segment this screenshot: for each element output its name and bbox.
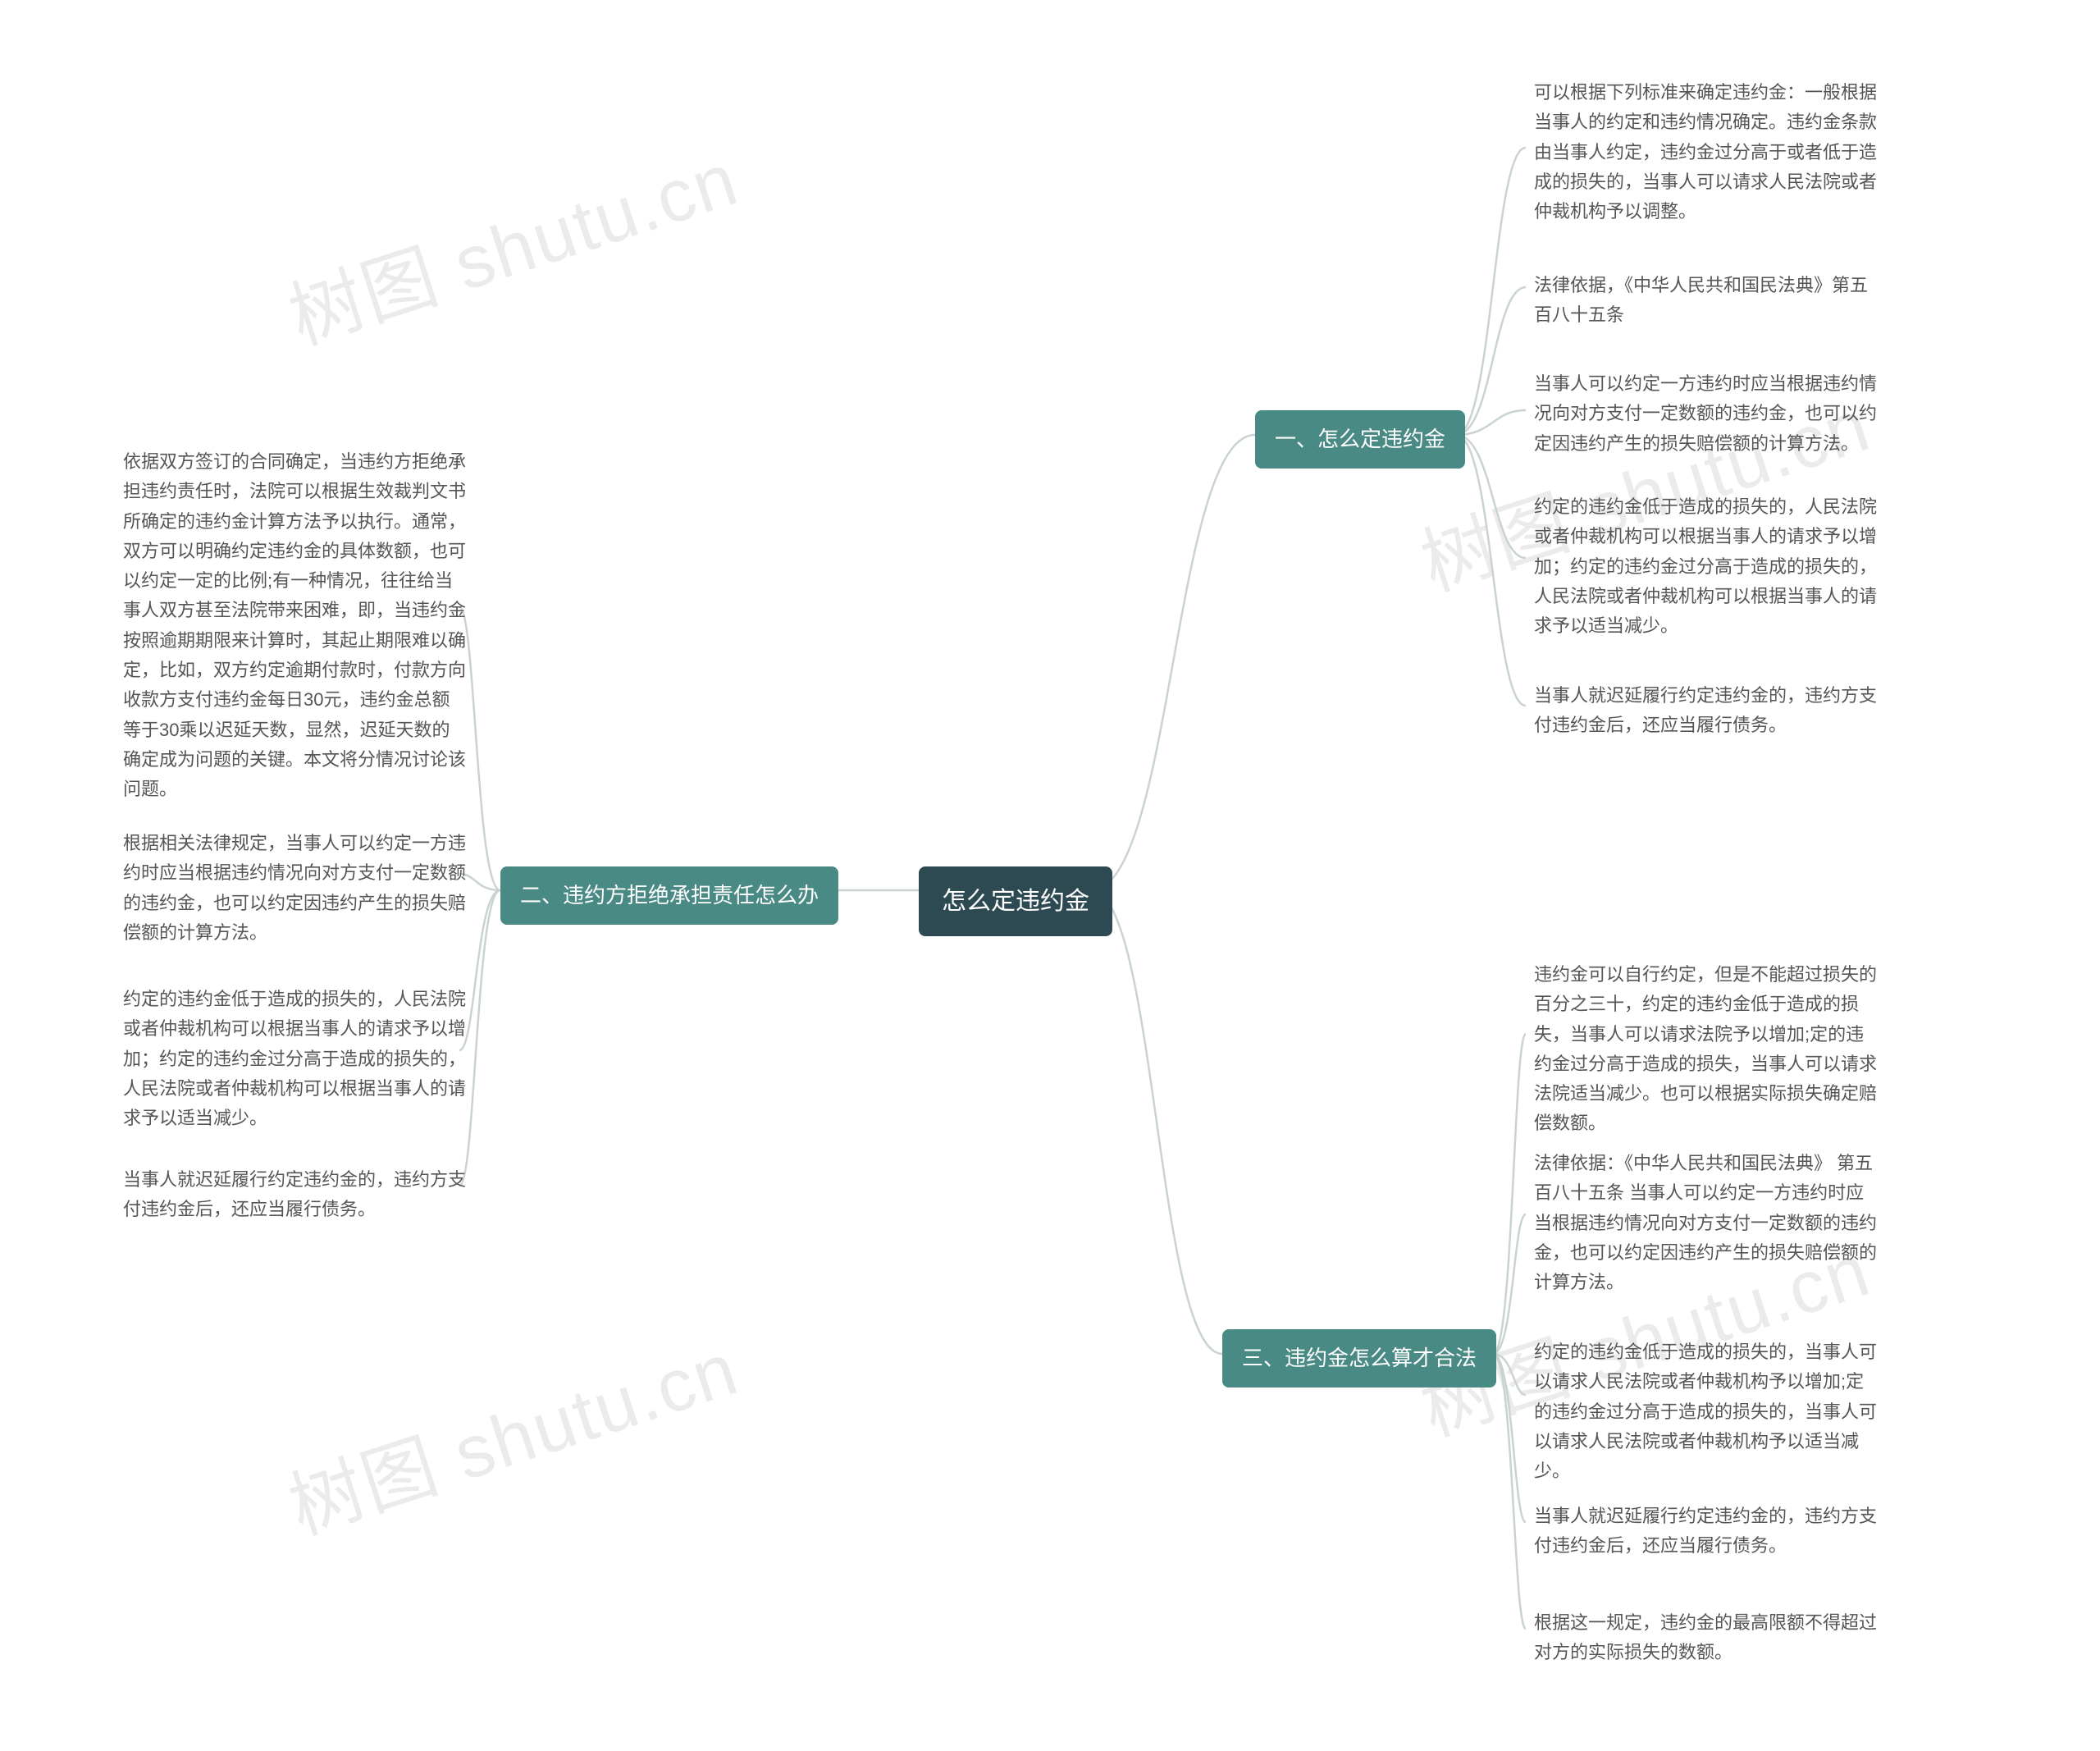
watermark: 树图 shutu.cn — [274, 1310, 750, 1555]
leaf-node: 可以根据下列标准来确定违约金：一般根据当事人的约定和违约情况确定。违约金条款由当… — [1534, 78, 1879, 226]
leaf-node: 根据这一规定，违约金的最高限额不得超过对方的实际损失的数额。 — [1534, 1608, 1879, 1668]
leaf-node: 约定的违约金低于造成的损失的，人民法院或者仲裁机构可以根据当事人的请求予以增加；… — [1534, 492, 1879, 641]
leaf-node: 法律依据：《中华人民共和国民法典》 第五百八十五条 当事人可以约定一方违约时应当… — [1534, 1149, 1879, 1297]
leaf-node: 约定的违约金低于造成的损失的，人民法院或者仲裁机构可以根据当事人的请求予以增加；… — [123, 985, 468, 1133]
watermark: 树图 shutu.cn — [274, 120, 750, 365]
leaf-node: 依据双方签订的合同确定，当违约方拒绝承担违约责任时，法院可以根据生效裁判文书所确… — [123, 447, 468, 805]
leaf-node: 违约金可以自行约定，但是不能超过损失的百分之三十，约定的违约金低于造成的损失，当… — [1534, 960, 1879, 1139]
branch-node-2[interactable]: 二、违约方拒绝承担责任怎么办 — [500, 866, 838, 925]
leaf-node: 法律依据，《中华人民共和国民法典》第五百八十五条 — [1534, 271, 1879, 331]
leaf-node: 当事人就迟延履行约定违约金的，违约方支付违约金后，还应当履行债务。 — [1534, 1502, 1879, 1561]
leaf-node: 当事人就迟延履行约定违约金的，违约方支付违约金后，还应当履行债务。 — [123, 1165, 468, 1225]
branch-node-1[interactable]: 一、怎么定违约金 — [1255, 410, 1465, 469]
branch-node-3[interactable]: 三、违约金怎么算才合法 — [1222, 1329, 1496, 1388]
leaf-node: 约定的违约金低于造成的损失的，当事人可以请求人民法院或者仲裁机构予以增加;定的违… — [1534, 1337, 1879, 1486]
leaf-node: 当事人就迟延履行约定违约金的，违约方支付违约金后，还应当履行债务。 — [1534, 681, 1879, 741]
root-node[interactable]: 怎么定违约金 — [919, 866, 1112, 936]
leaf-node: 根据相关法律规定，当事人可以约定一方违约时应当根据违约情况向对方支付一定数额的违… — [123, 829, 468, 948]
leaf-node: 当事人可以约定一方违约时应当根据违约情况向对方支付一定数额的违约金，也可以约定因… — [1534, 369, 1879, 459]
